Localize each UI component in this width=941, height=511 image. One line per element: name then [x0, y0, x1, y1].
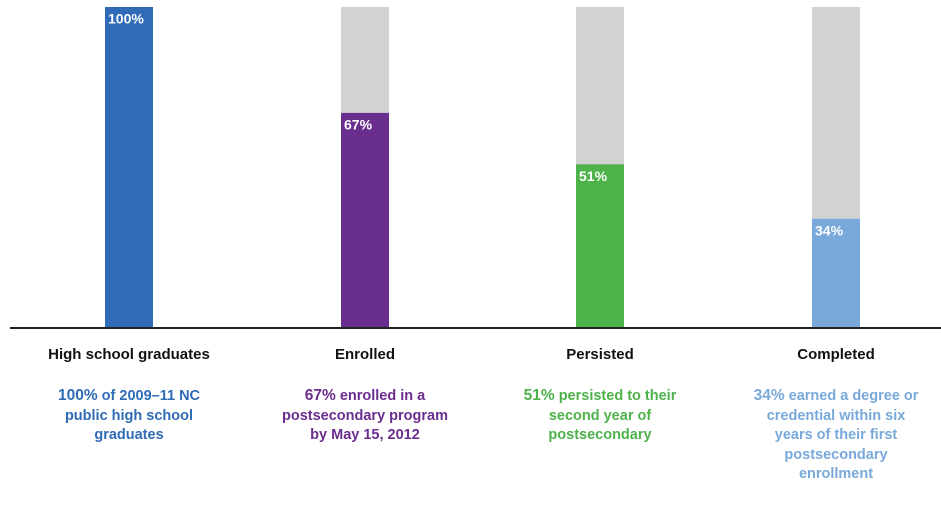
- description-text: persisted to their second year of postse…: [548, 388, 677, 443]
- bar: [105, 7, 153, 328]
- value-label: 67%: [344, 117, 373, 133]
- bar: [341, 112, 389, 329]
- bar: [576, 164, 624, 328]
- description: 34% earned a degree or credential within…: [746, 386, 926, 485]
- description-lead: 51%: [523, 387, 555, 404]
- value-label: 34%: [815, 223, 844, 239]
- description-text: enrolled in a postsecondary program by M…: [282, 388, 448, 443]
- category-label: Completed: [797, 346, 875, 363]
- description: 100% of 2009–11 NC public high school gr…: [39, 386, 219, 446]
- bar: [812, 218, 860, 328]
- description-text: of 2009–11 NC public high school graduat…: [64, 388, 201, 443]
- description-text: earned a degree or credential within six…: [766, 388, 919, 482]
- category-label: High school graduates: [48, 346, 210, 363]
- chart: 100% 67% 51% 34%: [10, 7, 941, 329]
- description-lead: 100%: [57, 387, 98, 404]
- description: 67% enrolled in a postsecondary program …: [275, 386, 455, 446]
- category-label: Enrolled: [334, 346, 395, 363]
- value-label: 51%: [579, 168, 608, 184]
- category-label: Persisted: [566, 346, 634, 363]
- value-label: 100%: [108, 11, 144, 27]
- description-lead: 34%: [753, 387, 785, 404]
- description-lead: 67%: [304, 387, 336, 404]
- description: 51% persisted to their second year of po…: [510, 386, 690, 446]
